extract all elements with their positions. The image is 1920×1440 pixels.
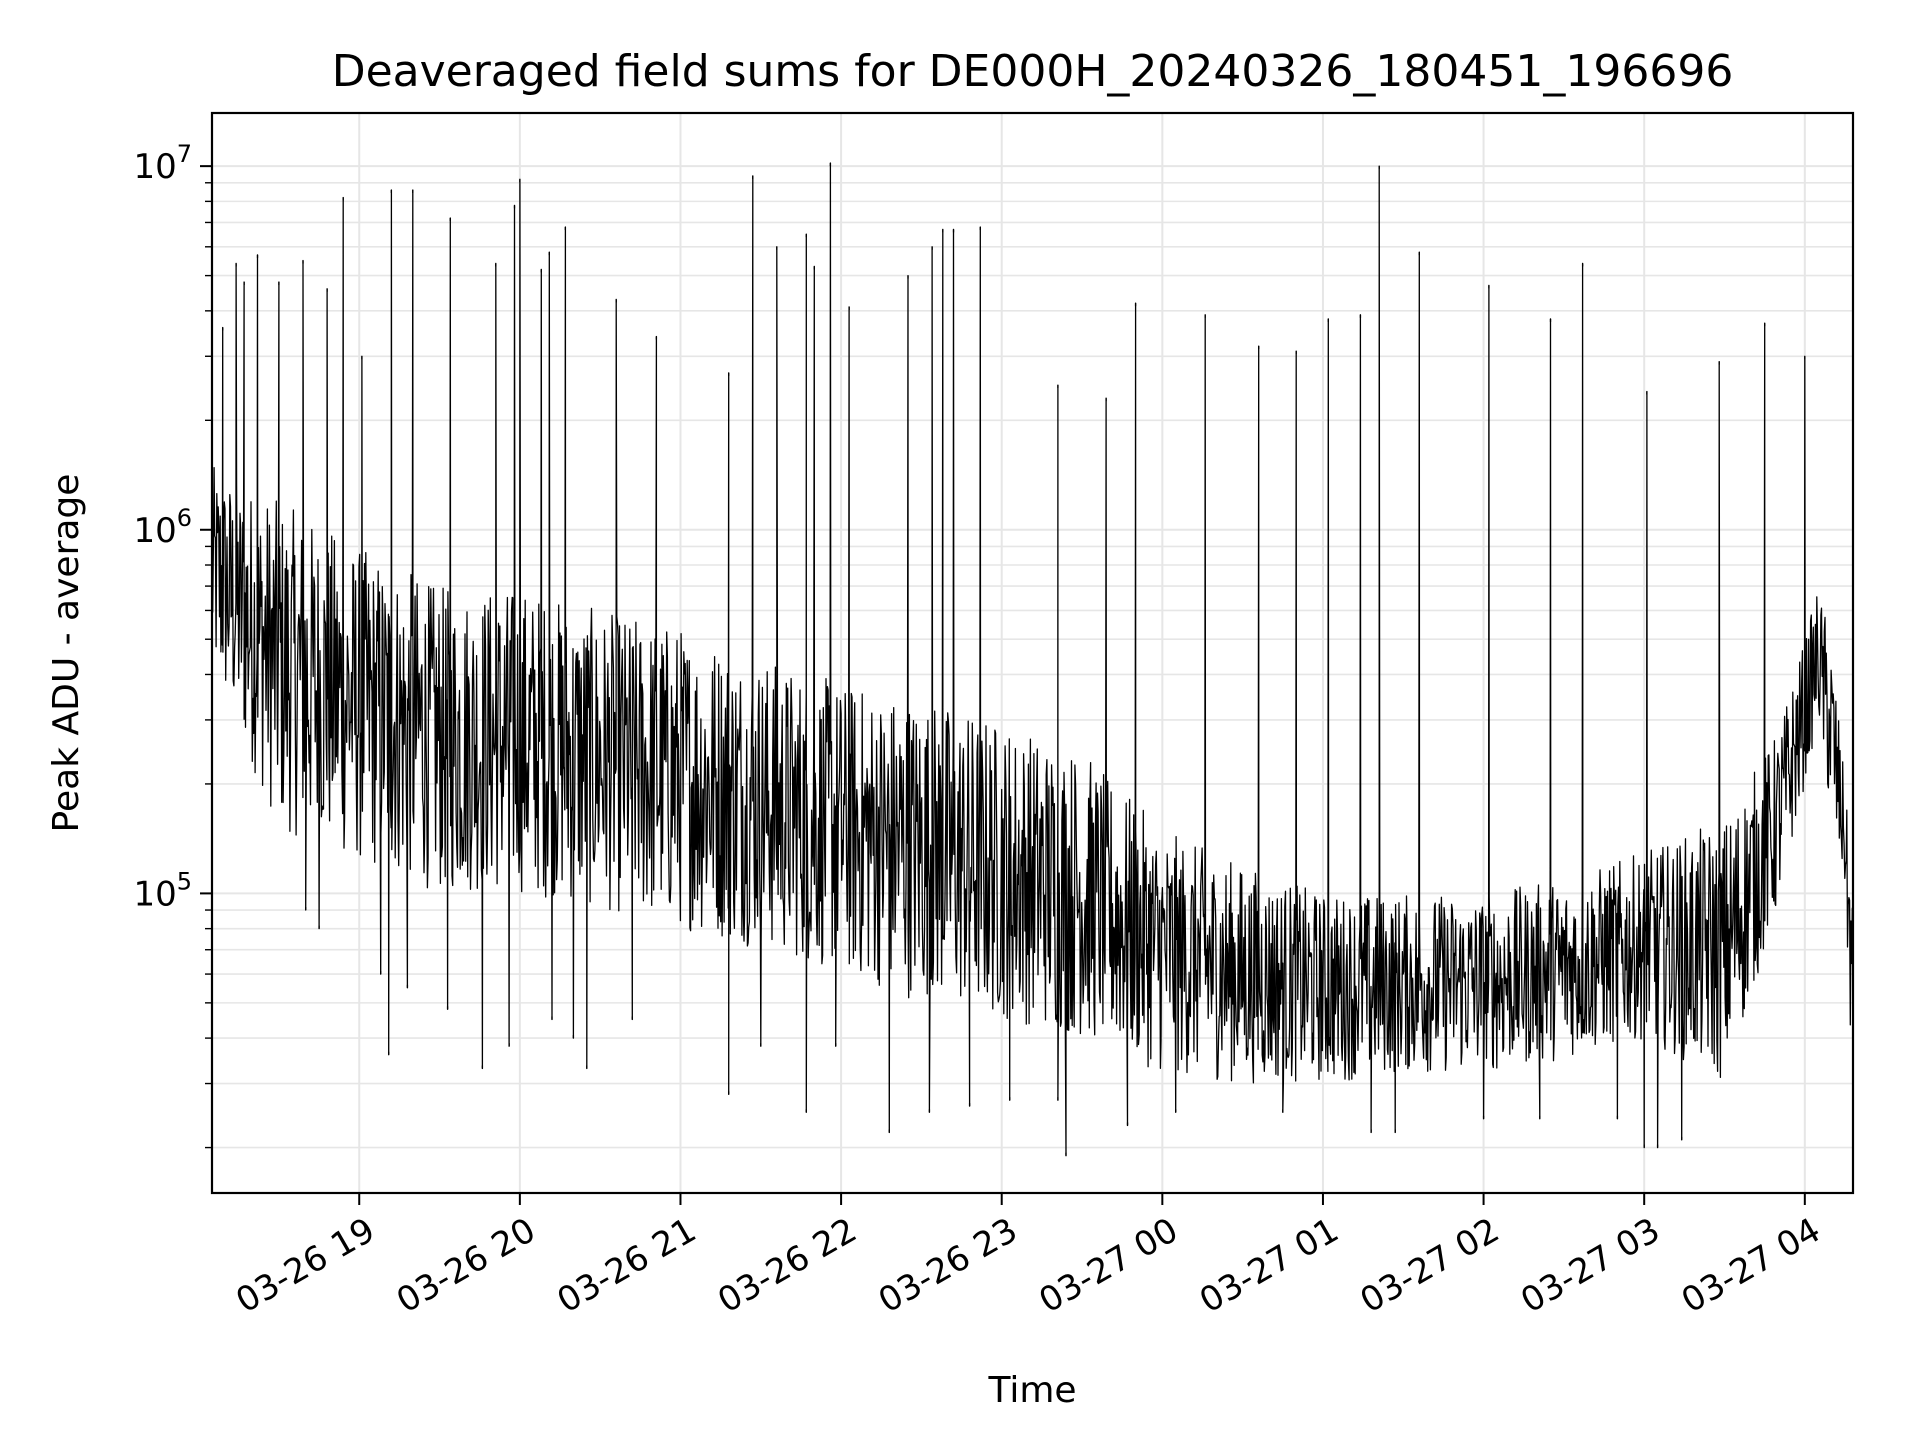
- x-axis-label: Time: [987, 1370, 1076, 1411]
- y-tick-label: 107: [133, 140, 192, 187]
- y-tick-label: 106: [133, 504, 192, 551]
- y-tick-label: 105: [133, 867, 192, 914]
- chart-title: Deaveraged field sums for DE000H_2024032…: [332, 46, 1734, 97]
- series-line: [211, 162, 1854, 1157]
- series-trace: [211, 162, 1854, 1157]
- plot-frame: [210, 111, 1855, 1195]
- y-axis-label: Peak ADU - average: [46, 474, 87, 833]
